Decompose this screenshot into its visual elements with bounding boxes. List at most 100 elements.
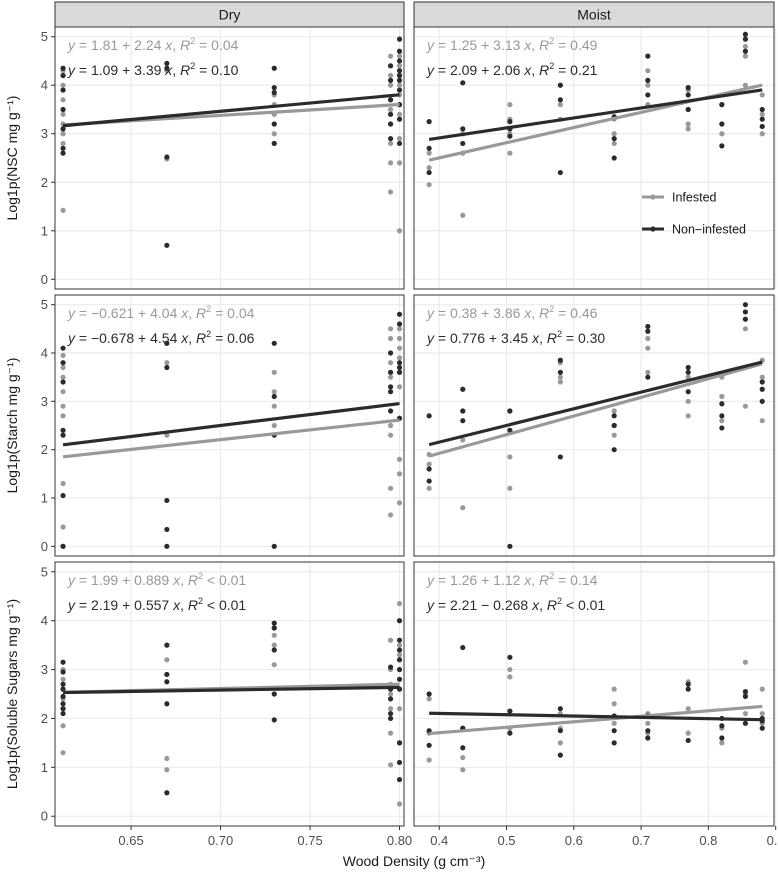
point-non-infested (759, 106, 765, 113)
point-infested (460, 212, 466, 218)
point-non-infested (387, 135, 394, 142)
point-infested (685, 730, 691, 736)
point-non-infested (611, 422, 617, 429)
point-non-infested (460, 386, 466, 392)
y-axis-label: Log1p(Starch mg g⁻¹) (4, 358, 20, 494)
point-non-infested (557, 752, 563, 758)
point-non-infested (396, 740, 403, 746)
point-non-infested (164, 526, 170, 533)
point-non-infested (507, 133, 513, 139)
point-non-infested (60, 492, 66, 499)
x-tick-label: 0.9 (767, 833, 778, 848)
point-infested (396, 160, 403, 166)
point-non-infested (396, 87, 403, 93)
equation-infested: y = 0.38 + 3.86 x, R2 = 0.46 (426, 304, 598, 321)
point-non-infested (759, 116, 765, 122)
point-infested (271, 422, 277, 429)
point-non-infested (396, 369, 403, 375)
point-infested (685, 413, 691, 419)
point-non-infested (426, 413, 432, 419)
point-non-infested (396, 637, 403, 643)
point-infested (557, 374, 563, 380)
panel-moist-row1: y = 0.38 + 3.86 x, R2 = 0.46 y = 0.776 + … (413, 294, 777, 557)
plot-area (414, 295, 774, 556)
panel-dry-row1: y = −0.621 + 4.04 x, R2 = 0.04 y = −0.678… (4, 294, 405, 557)
fit-line-non-infested (62, 93, 400, 128)
point-non-infested (460, 80, 466, 86)
point-infested (645, 68, 651, 74)
point-infested (645, 369, 651, 375)
point-non-infested (685, 681, 691, 687)
y-tick-label: 5 (41, 297, 48, 312)
point-infested (396, 600, 403, 607)
panel-border (413, 561, 775, 827)
point-non-infested (685, 364, 691, 371)
point-infested (426, 182, 432, 188)
panel-border (413, 294, 775, 557)
point-non-infested (759, 398, 765, 404)
point-infested (426, 696, 432, 702)
point-non-infested (60, 710, 66, 717)
point-infested (387, 762, 394, 768)
fit-line-infested (428, 362, 763, 458)
point-non-infested (426, 466, 432, 472)
point-non-infested (396, 321, 403, 327)
point-non-infested (271, 85, 277, 91)
point-non-infested (271, 340, 277, 346)
point-infested (164, 755, 170, 762)
point-non-infested (507, 730, 513, 736)
point-non-infested (742, 720, 749, 726)
point-non-infested (759, 386, 765, 392)
point-infested (611, 432, 617, 438)
point-non-infested (719, 143, 725, 149)
point-infested (271, 632, 277, 638)
point-infested (611, 701, 617, 707)
point-infested (164, 657, 170, 663)
equation-non-infested: y = 0.776 + 3.45 x, R2 = 0.30 (426, 329, 605, 346)
point-infested (557, 740, 563, 746)
point-non-infested (460, 418, 466, 424)
equation-infested: y = 1.26 + 1.12 x, R2 = 0.14 (426, 571, 598, 588)
point-non-infested (611, 728, 617, 734)
point-non-infested (164, 242, 170, 248)
point-non-infested (645, 77, 651, 83)
point-non-infested (396, 36, 403, 42)
point-infested (742, 710, 749, 717)
fit-line-non-infested (62, 401, 400, 447)
point-non-infested (387, 369, 394, 375)
point-infested (60, 723, 66, 729)
point-infested (387, 106, 394, 113)
equation-non-infested: y = 1.09 + 3.39 x, R2 = 0.10 (67, 61, 239, 78)
y-tick-label: 0 (41, 809, 48, 824)
point-infested (60, 131, 66, 137)
point-non-infested (396, 759, 403, 766)
point-infested (396, 706, 403, 712)
point-non-infested (396, 657, 403, 663)
point-non-infested (719, 121, 725, 127)
point-infested (645, 335, 651, 342)
point-infested (396, 355, 403, 361)
point-infested (396, 642, 403, 648)
point-non-infested (60, 669, 66, 675)
point-infested (396, 63, 403, 69)
point-infested (645, 345, 651, 351)
point-non-infested (611, 447, 617, 453)
point-infested (60, 389, 66, 395)
point-non-infested (387, 715, 394, 722)
point-non-infested (507, 654, 513, 660)
point-infested (271, 662, 277, 668)
point-non-infested (60, 659, 66, 665)
point-infested (387, 432, 394, 438)
panel-border (54, 26, 405, 290)
equation-infested: y = −0.621 + 4.04 x, R2 = 0.04 (67, 304, 255, 321)
y-tick-label: 4 (41, 613, 48, 628)
facet-label: Moist (577, 7, 611, 23)
point-infested (60, 403, 66, 409)
point-non-infested (271, 620, 277, 626)
point-non-infested (759, 123, 765, 130)
legend-key-point (650, 226, 656, 232)
point-non-infested (557, 728, 563, 734)
facet-strip (54, 1, 405, 28)
point-infested (60, 82, 66, 88)
x-tick-label: 0.4 (430, 833, 448, 848)
